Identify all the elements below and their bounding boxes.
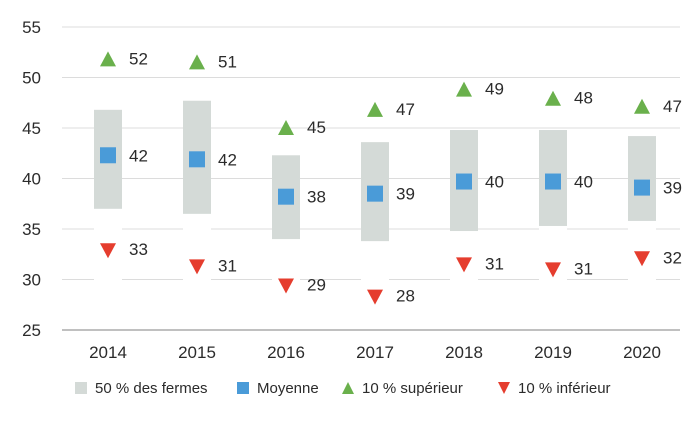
bottom-decile-marker <box>545 262 561 278</box>
top-decile-marker <box>100 51 116 67</box>
legend-swatch <box>75 382 87 394</box>
mean-marker <box>100 147 116 164</box>
mean-marker <box>189 151 205 168</box>
y-tick-label: 25 <box>22 321 41 340</box>
legend-label: 50 % des fermes <box>95 380 208 397</box>
bottom-decile-data-label: 29 <box>307 276 326 295</box>
legend-swatch <box>237 382 249 394</box>
legend-item: Moyenne <box>237 380 319 397</box>
x-tick-label: 2018 <box>445 343 483 362</box>
legend-item: 10 % supérieur <box>342 380 463 397</box>
y-axis-tick-labels: 25 30 35 40 45 50 55 <box>22 18 41 340</box>
top-decile-data-label: 52 <box>129 49 148 68</box>
x-tick-label: 2019 <box>534 343 572 362</box>
top-decile-marker <box>634 98 650 114</box>
column-background <box>361 241 389 329</box>
x-tick-label: 2015 <box>178 343 216 362</box>
legend-item: 50 % des fermes <box>75 380 208 397</box>
mean-data-label: 42 <box>129 146 148 165</box>
mean-marker <box>545 173 561 190</box>
bottom-decile-marker <box>189 259 205 275</box>
mean-data-label: 42 <box>218 150 237 169</box>
y-tick-label: 45 <box>22 119 41 138</box>
bottom-decile-marker <box>634 251 650 267</box>
mean-data-label: 39 <box>396 185 415 204</box>
mean-data-label: 38 <box>307 188 326 207</box>
top-decile-marker <box>367 101 383 117</box>
mean-data-label: 40 <box>574 173 593 192</box>
top-decile-data-label: 47 <box>396 100 415 119</box>
bottom-decile-data-label: 32 <box>663 248 682 267</box>
legend-swatch <box>342 382 354 394</box>
legend-label: 10 % supérieur <box>362 380 463 397</box>
legend-label: 10 % inférieur <box>518 380 611 397</box>
bottom-decile-data-label: 33 <box>129 240 148 259</box>
top-decile-data-label: 51 <box>218 52 237 71</box>
mean-data-label: 40 <box>485 173 504 192</box>
y-tick-label: 40 <box>22 170 41 189</box>
bottom-decile-data-label: 31 <box>485 254 504 273</box>
x-tick-label: 2017 <box>356 343 394 362</box>
y-tick-label: 50 <box>22 69 41 88</box>
bottom-decile-data-label: 28 <box>396 287 415 306</box>
mean-marker <box>634 179 650 196</box>
data-labels: 42 52 33 42 51 31 38 45 29 39 47 28 40 49 31 40 48 31 39 47… <box>129 49 682 305</box>
x-tick-label: 2016 <box>267 343 305 362</box>
top-decile-marker <box>456 81 472 97</box>
bottom-decile-data-label: 31 <box>218 256 237 275</box>
mean-data-label: 39 <box>663 179 682 198</box>
top-decile-marker <box>189 54 205 70</box>
legend-swatch <box>498 382 510 394</box>
top-decile-data-label: 47 <box>663 97 682 116</box>
column-background <box>94 208 122 329</box>
bottom-decile-marker <box>278 278 294 294</box>
top-decile-marker <box>278 120 294 135</box>
top-decile-data-label: 48 <box>574 89 593 108</box>
gridlines <box>62 26 680 331</box>
legend-item: 10 % inférieur <box>498 380 611 397</box>
bottom-decile-data-label: 31 <box>574 259 593 278</box>
markers <box>100 51 650 305</box>
bottom-decile-marker <box>367 289 383 305</box>
y-tick-label: 55 <box>22 18 41 37</box>
top-decile-marker <box>545 90 561 106</box>
range-bars <box>94 100 656 329</box>
x-tick-label: 2014 <box>89 343 127 362</box>
legend: 50 % des fermes Moyenne 10 % supérieur 10 %… <box>75 380 611 397</box>
column-background <box>539 225 567 329</box>
mean-marker <box>367 185 383 202</box>
bottom-decile-marker <box>456 257 472 273</box>
y-tick-label: 30 <box>22 271 41 290</box>
mean-marker <box>456 173 472 190</box>
top-decile-data-label: 49 <box>485 80 504 99</box>
legend-label: Moyenne <box>257 380 319 397</box>
y-tick-label: 35 <box>22 220 41 239</box>
mean-marker <box>278 188 294 205</box>
x-tick-label: 2020 <box>623 343 661 362</box>
column-background <box>450 231 478 329</box>
range-bar <box>628 136 656 221</box>
x-axis-tick-labels: 2014 2015 2016 2017 2018 2019 2020 <box>89 343 661 362</box>
bottom-decile-marker <box>100 243 116 259</box>
top-decile-data-label: 45 <box>307 118 326 137</box>
column-background <box>628 220 656 329</box>
